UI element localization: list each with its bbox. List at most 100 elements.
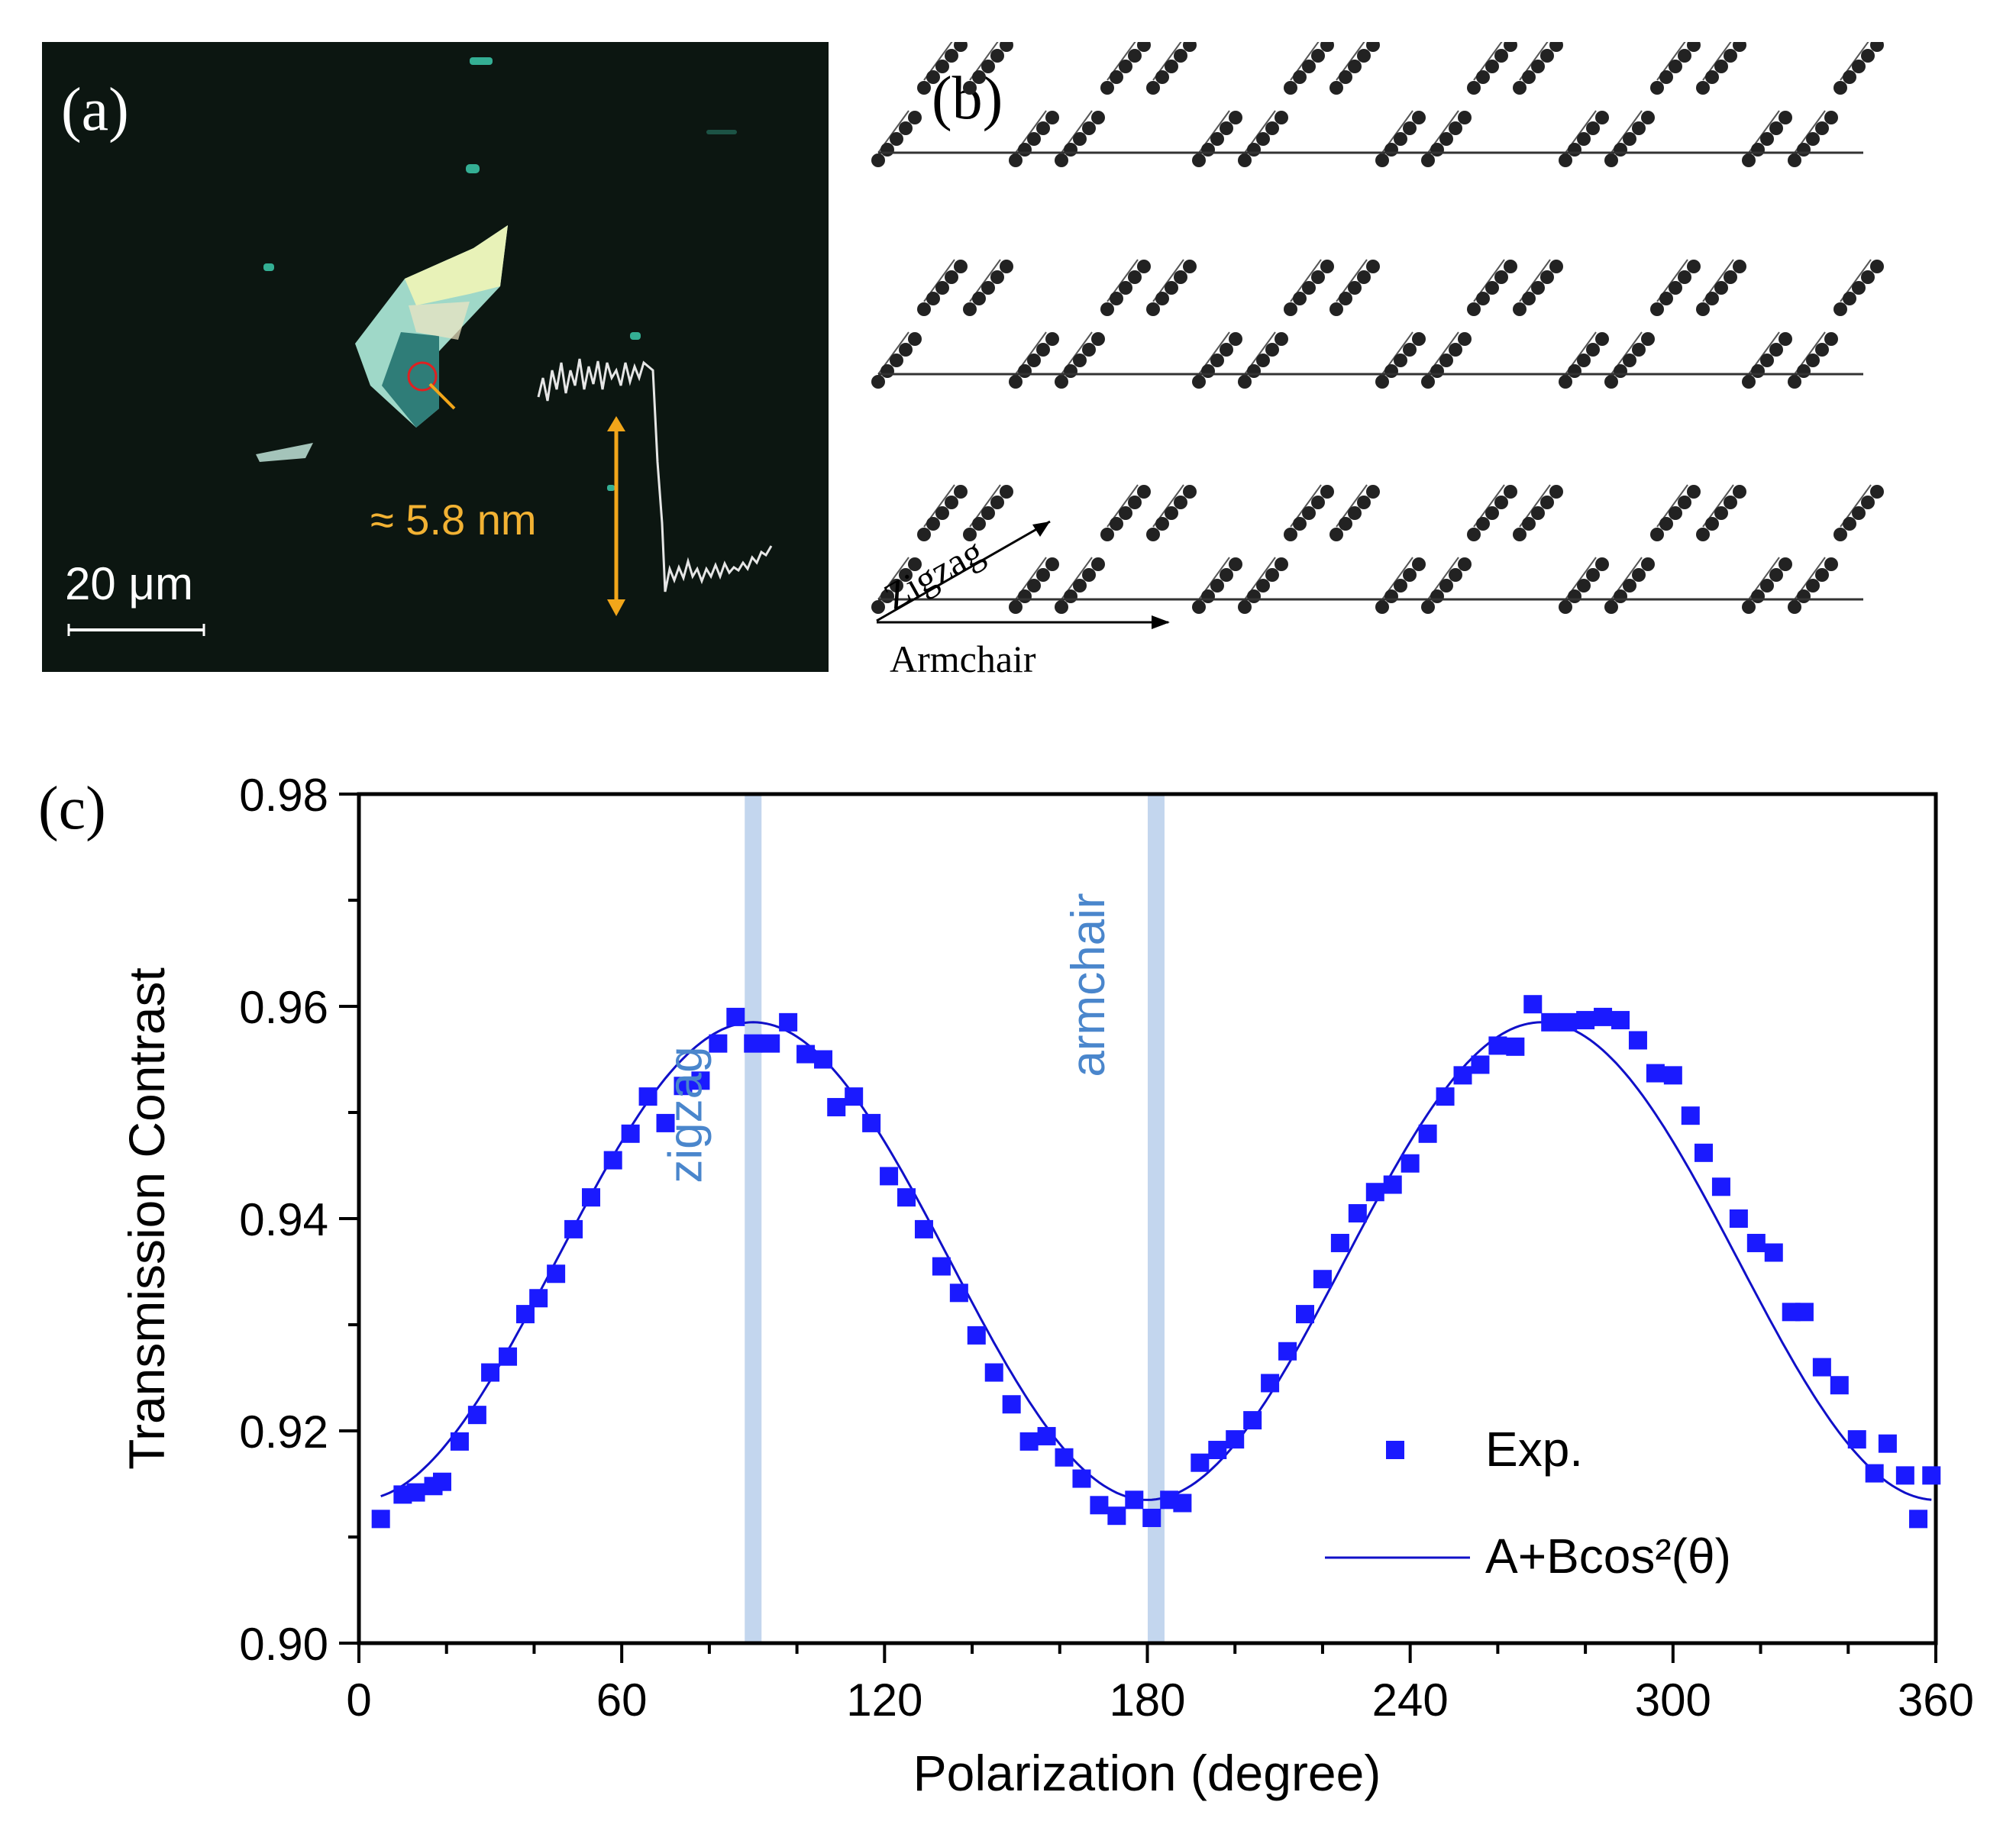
band-armchair <box>1147 794 1165 1643</box>
exp-marker <box>1191 1453 1210 1472</box>
p-atom <box>1705 292 1719 305</box>
p-atom <box>954 260 968 273</box>
p-atom <box>1540 496 1554 509</box>
legend-label-exp: Exp. <box>1485 1422 1583 1477</box>
exp-marker <box>1261 1374 1280 1393</box>
exp-marker <box>1878 1434 1897 1453</box>
plot-frame <box>357 792 1938 1645</box>
p-atom <box>1091 111 1105 124</box>
exp-marker <box>1594 1007 1613 1026</box>
p-atom <box>1183 38 1197 52</box>
exp-marker <box>1002 1395 1021 1414</box>
p-atom <box>1760 354 1774 367</box>
bp-flake <box>355 225 508 428</box>
p-atom <box>1595 557 1609 571</box>
exp-marker <box>1729 1209 1748 1228</box>
p-atom <box>1091 557 1105 571</box>
p-atom <box>1751 364 1765 378</box>
p-atom <box>1494 49 1508 63</box>
exp-marker <box>1628 1031 1647 1050</box>
p-atom <box>899 343 913 357</box>
p-atom <box>1806 354 1820 367</box>
thickness-arrow <box>607 416 625 616</box>
p-atom <box>1091 332 1105 346</box>
p-atom <box>1000 38 1013 52</box>
p-atom <box>1614 143 1627 157</box>
p-atom <box>1439 354 1453 367</box>
p-atom <box>1238 600 1252 614</box>
panel-c-label: (c) <box>38 775 106 842</box>
p-atom <box>1696 81 1710 95</box>
p-atom <box>1824 111 1838 124</box>
exp-marker <box>1313 1270 1332 1289</box>
exp-marker <box>1019 1432 1039 1451</box>
p-atom <box>1467 302 1481 316</box>
p-atom <box>1165 281 1178 295</box>
exp-marker <box>406 1483 425 1502</box>
p-atom <box>1485 60 1499 73</box>
exp-marker <box>467 1406 486 1425</box>
p-atom <box>1320 260 1334 273</box>
p-atom <box>1522 517 1536 531</box>
p-atom <box>1339 517 1352 531</box>
p-atom <box>1329 302 1343 316</box>
p-atom <box>990 496 1004 509</box>
p-atom <box>1348 506 1362 520</box>
panel-a-label: (a) <box>61 76 129 144</box>
p-atom <box>1623 132 1636 146</box>
exp-marker <box>1401 1154 1420 1173</box>
p-atom <box>1229 111 1242 124</box>
p-atom <box>1559 375 1572 389</box>
p-atom <box>1760 579 1774 593</box>
p-atom <box>1384 143 1398 157</box>
exp-marker <box>371 1510 390 1529</box>
p-atom <box>981 281 995 295</box>
p-atom <box>1165 506 1178 520</box>
exp-marker <box>880 1167 899 1186</box>
p-atom <box>1247 143 1261 157</box>
exp-marker <box>547 1264 566 1284</box>
p-atom <box>1714 60 1728 73</box>
p-atom <box>1119 60 1132 73</box>
exp-marker <box>1243 1411 1262 1430</box>
p-atom <box>945 496 958 509</box>
exp-marker <box>1142 1508 1161 1527</box>
lattice-layers <box>871 37 1884 614</box>
exp-marker <box>529 1289 548 1308</box>
p-atom <box>1430 143 1444 157</box>
p-atom <box>871 153 885 167</box>
p-atom <box>1458 332 1472 346</box>
p-atom <box>1843 70 1856 84</box>
p-atom <box>890 132 903 146</box>
p-atom <box>1366 38 1380 52</box>
exp-marker <box>1173 1493 1192 1513</box>
p-atom <box>1174 496 1187 509</box>
p-atom <box>1449 568 1462 582</box>
x-tick-labels: 0 60 120 180 240 300 360 <box>346 1674 1974 1726</box>
p-atom <box>1751 589 1765 603</box>
exp-marker <box>1278 1342 1297 1361</box>
p-atom <box>1513 528 1527 541</box>
p-atom <box>1192 153 1206 167</box>
p-atom <box>1788 375 1801 389</box>
p-atom <box>1421 375 1435 389</box>
p-atom <box>1852 60 1866 73</box>
exp-marker <box>984 1363 1003 1382</box>
exp-marker <box>796 1045 816 1064</box>
p-atom <box>917 302 931 316</box>
p-atom <box>880 143 894 157</box>
p-atom <box>1082 568 1096 582</box>
p-atom <box>1604 600 1618 614</box>
p-atom <box>1595 111 1609 124</box>
p-atom <box>1284 302 1297 316</box>
exp-marker <box>1330 1233 1349 1252</box>
p-atom <box>1586 343 1600 357</box>
transmission-contrast-chart: (c) 0 60 120 180 240 300 360 0.900.920.940.960… <box>38 770 1974 1801</box>
p-atom <box>1769 568 1783 582</box>
p-atom <box>1485 506 1499 520</box>
exp-marker <box>1541 1012 1560 1032</box>
p-atom <box>1421 600 1435 614</box>
p-atom <box>1018 364 1032 378</box>
p-atom <box>1320 38 1334 52</box>
exp-marker <box>432 1472 451 1491</box>
